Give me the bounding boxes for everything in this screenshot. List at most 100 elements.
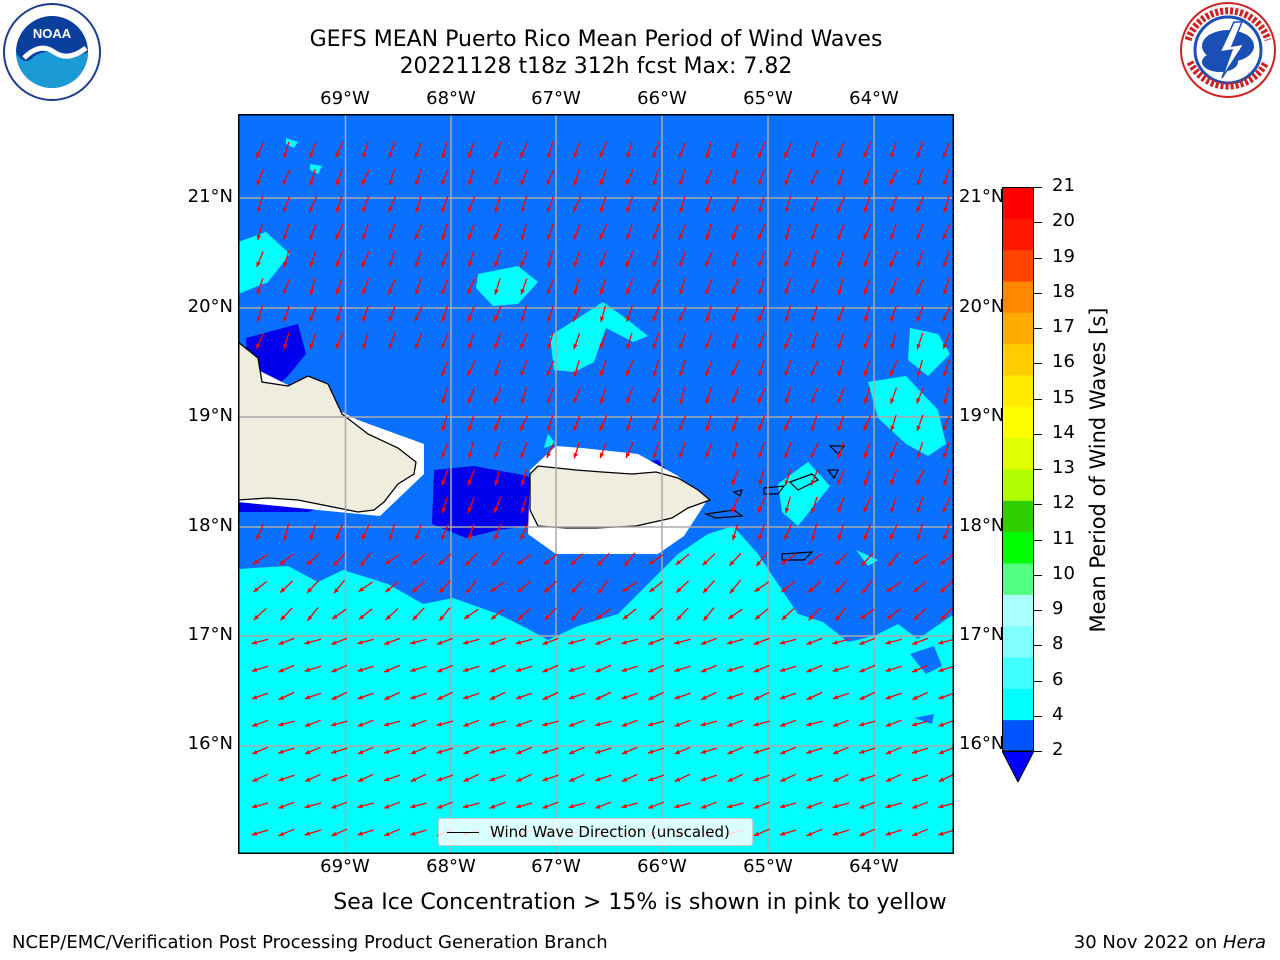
wave-arrow-head bbox=[648, 695, 654, 700]
wave-arrow-head bbox=[573, 343, 578, 350]
wave-arrow-head bbox=[626, 288, 631, 295]
chart-title: GEFS MEAN Puerto Rico Mean Period of Win… bbox=[309, 27, 883, 52]
wave-arrow-head bbox=[256, 261, 261, 267]
wave-arrow-head bbox=[943, 371, 948, 377]
wave-arrow-head bbox=[309, 206, 314, 213]
wave-arrow-head bbox=[494, 371, 499, 377]
wave-arrow-head bbox=[489, 722, 495, 727]
wave-arrow-head bbox=[573, 316, 578, 322]
wave-arrow-head bbox=[758, 207, 763, 213]
wave-arrow-head bbox=[864, 316, 869, 322]
lon-tick-bottom: 67°W bbox=[531, 856, 581, 877]
wave-arrow-head bbox=[758, 234, 763, 240]
period-field bbox=[238, 114, 954, 854]
wave-arrow-head bbox=[649, 587, 655, 593]
wave-arrow-head bbox=[520, 179, 525, 186]
wave-arrow-head bbox=[832, 667, 839, 672]
wave-arrow-head bbox=[648, 668, 654, 673]
wave-arrow-head bbox=[890, 152, 895, 159]
wave-arrow-head bbox=[568, 667, 575, 672]
wave-arrow-head bbox=[569, 777, 575, 782]
colorbar-tick-mark bbox=[1034, 680, 1042, 682]
wave-arrow-head bbox=[520, 425, 525, 431]
wave-arrow-head bbox=[753, 668, 760, 673]
wave-arrow-head bbox=[758, 452, 763, 459]
wave-arrow-head bbox=[253, 587, 259, 593]
wave-arrow-head bbox=[494, 397, 499, 404]
wave-arrow-head bbox=[916, 180, 922, 186]
wave-arrow-head bbox=[494, 343, 499, 349]
wave-arrow-head bbox=[727, 695, 733, 700]
wave-arrow-head bbox=[463, 640, 469, 645]
legend-line bbox=[447, 832, 479, 833]
wave-arrow-head bbox=[758, 343, 763, 349]
footer-date: 30 Nov 2022 on Hera bbox=[1073, 932, 1266, 953]
wave-arrow-head bbox=[520, 289, 525, 295]
wave-arrow-head bbox=[886, 586, 893, 592]
wave-arrow-head bbox=[304, 667, 311, 672]
wave-arrow-head bbox=[731, 507, 737, 513]
wave-arrow-head bbox=[863, 152, 868, 158]
colorbar-cell bbox=[1002, 312, 1034, 345]
wave-arrow-head bbox=[784, 343, 789, 349]
wave-arrow-head bbox=[283, 207, 288, 213]
wave-arrow-head bbox=[253, 614, 259, 620]
wave-arrow-head bbox=[362, 343, 367, 350]
wave-arrow-head bbox=[410, 777, 417, 782]
wave-arrow-head bbox=[859, 668, 865, 673]
wave-arrow-head bbox=[916, 371, 922, 377]
wave-arrow-head bbox=[360, 560, 366, 567]
wave-arrow-head bbox=[547, 152, 552, 159]
wave-arrow-head bbox=[599, 425, 604, 431]
wave-arrow-head bbox=[331, 640, 337, 645]
wave-arrow-head bbox=[758, 534, 763, 541]
wave-arrow-head bbox=[943, 480, 948, 486]
wave-arrow-head bbox=[784, 207, 789, 213]
wave-arrow-head bbox=[467, 206, 472, 213]
wave-arrow-head bbox=[256, 234, 262, 241]
wave-arrow-head bbox=[940, 587, 946, 593]
wave-arrow-head bbox=[439, 615, 445, 621]
wave-arrow-head bbox=[331, 804, 337, 809]
lat-tick-right: 19°N bbox=[959, 405, 1005, 426]
map-frame bbox=[238, 114, 954, 854]
wave-arrow-head bbox=[912, 695, 918, 700]
wave-arrow-head bbox=[912, 668, 918, 673]
wave-arrow-head bbox=[256, 343, 261, 349]
wave-arrow-head bbox=[890, 207, 895, 213]
wave-arrow-head bbox=[727, 803, 733, 809]
wave-arrow-head bbox=[283, 534, 288, 541]
wave-arrow-head bbox=[916, 343, 921, 350]
wave-arrow-head bbox=[700, 640, 707, 645]
wave-arrow-head bbox=[333, 560, 339, 566]
wave-arrow-head bbox=[516, 695, 522, 700]
wave-arrow-head bbox=[753, 749, 759, 754]
colorbar-tick-mark bbox=[1034, 433, 1042, 435]
wave-arrow-head bbox=[335, 234, 340, 240]
wave-arrow-head bbox=[626, 343, 631, 350]
wave-arrow-head bbox=[542, 695, 549, 700]
wave-arrow-head bbox=[916, 261, 922, 268]
wave-arrow-head bbox=[441, 398, 446, 404]
wave-arrow-head bbox=[492, 560, 498, 567]
wave-arrow-head bbox=[441, 452, 446, 459]
wave-arrow-head bbox=[410, 667, 416, 672]
wave-arrow-head bbox=[678, 316, 683, 322]
wave-arrow-head bbox=[938, 831, 944, 836]
wave-arrow-head bbox=[652, 425, 657, 431]
wave-arrow-head bbox=[727, 722, 733, 727]
wave-arrow-head bbox=[648, 776, 654, 782]
wave-arrow-head bbox=[542, 749, 548, 754]
wave-arrow-head bbox=[837, 534, 842, 541]
wave-arrow-head bbox=[835, 615, 841, 621]
wave-arrow-head bbox=[727, 749, 733, 755]
colorbar-tick-mark bbox=[1034, 574, 1042, 576]
lat-tick-left: 18°N bbox=[187, 515, 233, 536]
wave-arrow-head bbox=[758, 152, 763, 158]
wave-arrow-head bbox=[626, 152, 631, 159]
wave-arrow-head bbox=[732, 534, 737, 541]
wave-arrow-head bbox=[626, 398, 631, 404]
wave-arrow-head bbox=[784, 452, 789, 459]
colorbar-tick-label: 12 bbox=[1052, 492, 1075, 514]
wave-arrow-head bbox=[597, 560, 603, 566]
